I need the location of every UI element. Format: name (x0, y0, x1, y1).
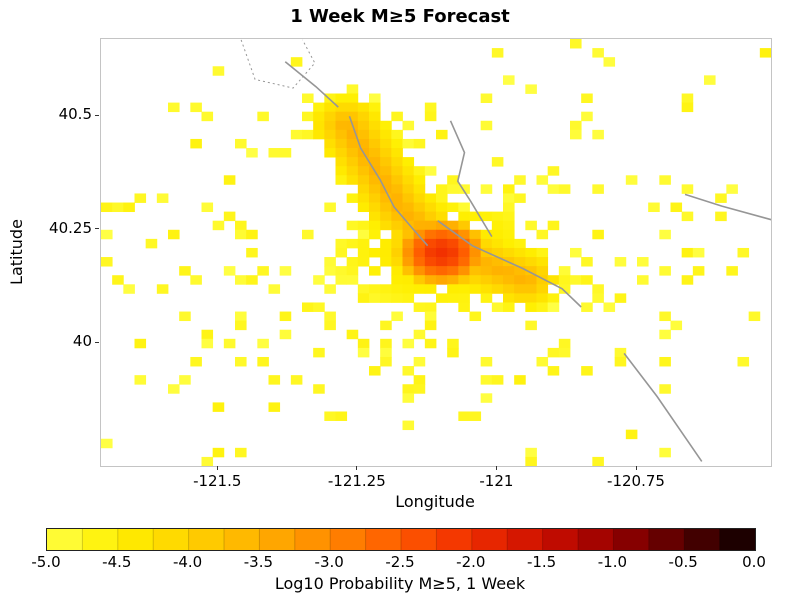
y-tick-label: 40.5 (58, 105, 92, 124)
colorbar-tick-label: -2.5 (385, 553, 415, 571)
colorbar-tick-label: 0.0 (742, 553, 766, 571)
colorbar-tick-label: -1.0 (597, 553, 628, 571)
colorbar-tick-label: -4.5 (102, 553, 132, 571)
colorbar-tick-label: -2.0 (456, 553, 486, 571)
colorbar (46, 528, 756, 551)
colorbar-tick-label: -0.5 (668, 553, 698, 571)
y-tick-mark (95, 114, 99, 116)
x-tick-mark (635, 466, 637, 470)
heatmap-canvas (101, 39, 771, 466)
plot-area (100, 38, 772, 467)
x-tick-mark (356, 466, 358, 470)
x-tick-label: -121.5 (193, 472, 242, 490)
y-tick-label: 40.25 (49, 218, 92, 237)
x-tick-mark (495, 466, 497, 470)
y-axis-label: Latitude (7, 219, 26, 285)
colorbar-tick-label: -3.5 (243, 553, 274, 571)
x-tick-label: -121 (479, 472, 514, 490)
x-axis-label: Longitude (395, 492, 475, 511)
y-tick-mark (95, 228, 99, 230)
colorbar-tick-label: -5.0 (31, 553, 61, 571)
chart-title: 1 Week M≥5 Forecast (290, 6, 510, 27)
colorbar-tick-label: -3.0 (314, 553, 344, 571)
y-tick-mark (95, 341, 99, 343)
x-tick-label: -120.75 (607, 472, 665, 490)
y-tick-label: 40 (72, 332, 92, 351)
colorbar-canvas (47, 529, 755, 550)
colorbar-tick-label: -1.5 (526, 553, 557, 571)
colorbar-label: Log10 Probability M≥5, 1 Week (274, 574, 526, 593)
colorbar-tick-label: -4.0 (172, 553, 203, 571)
x-tick-label: -121.25 (327, 472, 386, 490)
x-tick-mark (216, 466, 218, 470)
